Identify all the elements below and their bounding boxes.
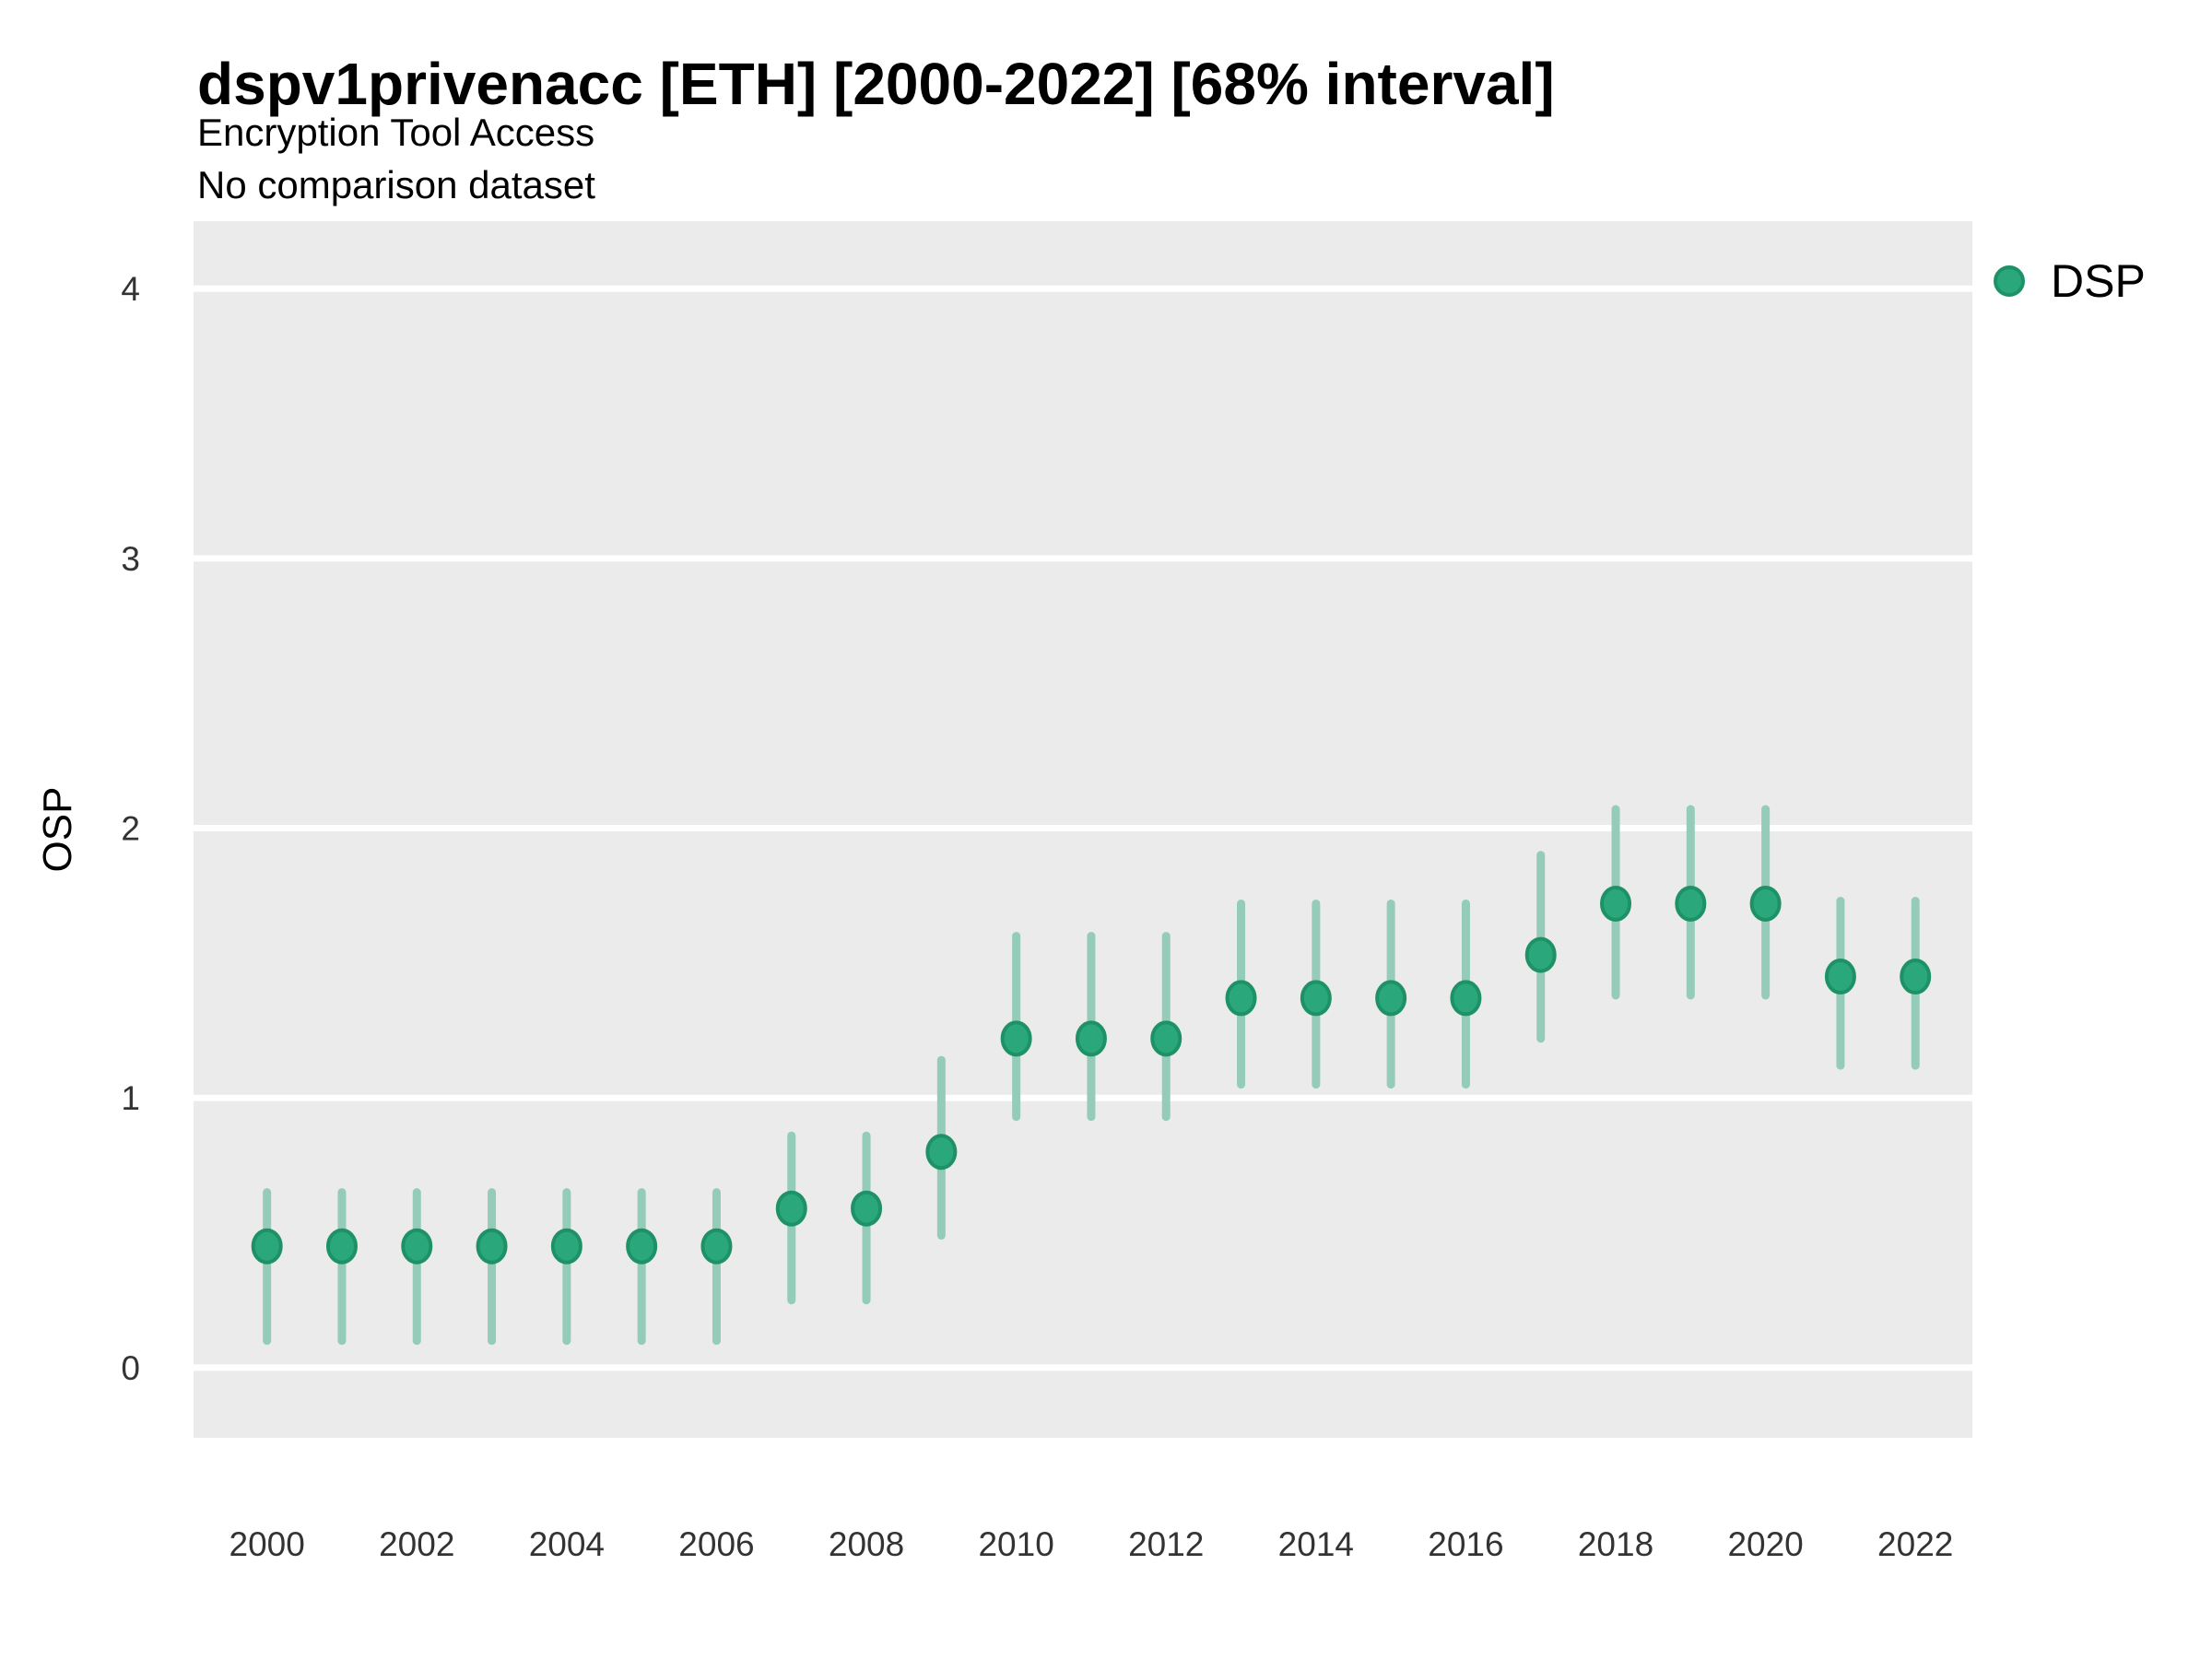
data-point-2009 xyxy=(925,1134,958,1171)
data-point-2001 xyxy=(325,1228,358,1265)
y-tick-label: 2 xyxy=(121,810,140,848)
data-point-2013 xyxy=(1225,980,1257,1017)
x-tick-label: 2014 xyxy=(1278,1525,1354,1563)
data-point-2007 xyxy=(775,1190,807,1227)
data-point-2021 xyxy=(1824,959,1856,995)
x-tick-label: 2008 xyxy=(829,1525,904,1563)
data-point-2000 xyxy=(251,1228,283,1265)
x-tick-label: 2000 xyxy=(229,1525,305,1563)
data-point-2014 xyxy=(1300,980,1332,1017)
data-point-2011 xyxy=(1075,1020,1107,1057)
x-tick-label: 2010 xyxy=(978,1525,1053,1563)
data-point-2006 xyxy=(700,1228,733,1265)
x-tick-label: 2004 xyxy=(529,1525,605,1563)
x-tick-label: 2022 xyxy=(1877,1525,1953,1563)
chart-title: dspv1privenacc [ETH] [2000-2022] [68% in… xyxy=(197,51,1555,117)
data-point-2010 xyxy=(1000,1020,1032,1057)
y-tick-label: 1 xyxy=(121,1079,140,1117)
data-point-2005 xyxy=(626,1228,658,1265)
data-point-2019 xyxy=(1675,885,1707,922)
data-point-2017 xyxy=(1524,936,1557,973)
x-tick-label: 2002 xyxy=(379,1525,454,1563)
data-point-2018 xyxy=(1600,885,1632,922)
data-point-2012 xyxy=(1150,1020,1182,1057)
x-tick-label: 2012 xyxy=(1128,1525,1204,1563)
x-tick-label: 2018 xyxy=(1578,1525,1653,1563)
legend-series-label: DSP xyxy=(2051,255,2146,307)
data-point-2002 xyxy=(401,1228,433,1265)
data-point-2008 xyxy=(851,1190,883,1227)
y-tick-label: 3 xyxy=(121,540,140,578)
data-point-2016 xyxy=(1450,980,1482,1017)
y-tick-label: 0 xyxy=(121,1349,140,1387)
x-tick-label: 2006 xyxy=(678,1525,754,1563)
data-point-2022 xyxy=(1900,959,1932,995)
data-point-2020 xyxy=(1749,885,1782,922)
y-tick-label: 4 xyxy=(121,270,140,308)
x-tick-label: 2016 xyxy=(1428,1525,1503,1563)
chart-subtitle: Encryption Tool Access xyxy=(197,111,595,154)
legend-point-icon xyxy=(1994,265,2025,297)
data-point-2003 xyxy=(476,1228,508,1265)
legend: DSP xyxy=(1994,254,2146,308)
data-point-2015 xyxy=(1375,980,1407,1017)
x-tick-label: 2020 xyxy=(1727,1525,1803,1563)
data-point-2004 xyxy=(550,1228,582,1265)
comparison-note: No comparison dataset xyxy=(197,163,595,206)
